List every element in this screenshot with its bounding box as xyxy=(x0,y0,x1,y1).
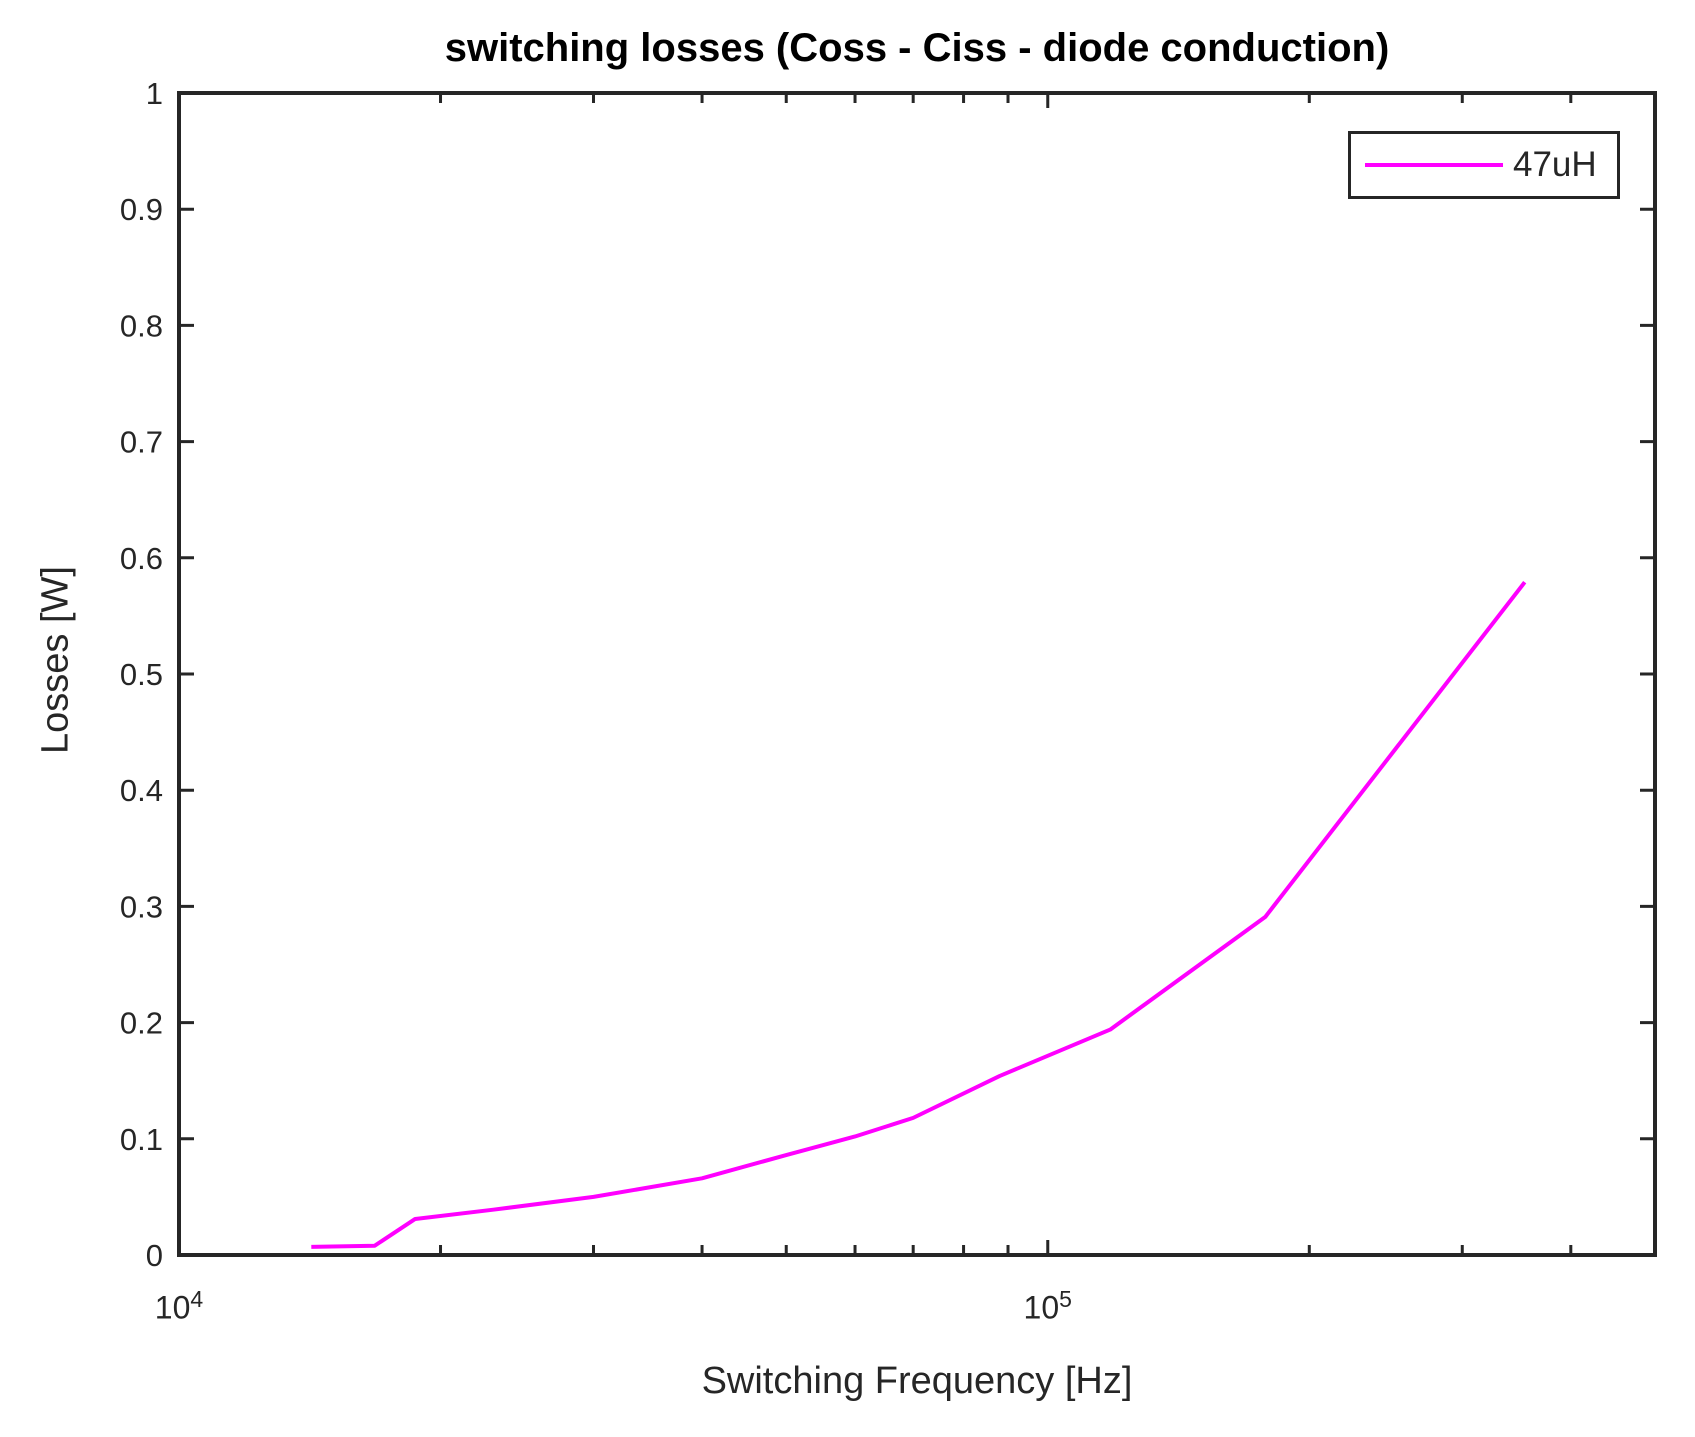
series-line-47uH xyxy=(311,580,1527,1249)
y-tick-label: 0.3 xyxy=(120,889,163,924)
x-axis-label: Switching Frequency [Hz] xyxy=(701,1360,1133,1402)
tick-marks xyxy=(177,91,1655,1257)
y-tick-label: 0.2 xyxy=(120,1006,163,1041)
y-tick-label: 0.9 xyxy=(120,192,163,227)
y-tick-label: 0.7 xyxy=(120,425,163,460)
y-tick-label: 1 xyxy=(146,76,163,111)
y-tick-label: 0.5 xyxy=(120,657,163,692)
y-tick-label: 0.8 xyxy=(120,308,163,343)
x-tick-label: 105 xyxy=(1023,1286,1072,1326)
y-tick-label: 0.1 xyxy=(120,1122,163,1157)
legend: 47uH xyxy=(1348,131,1620,199)
y-tick-label: 0.4 xyxy=(120,773,163,808)
x-tick-label: 104 xyxy=(154,1286,204,1326)
axes-box xyxy=(177,91,1657,1257)
y-tick-label: 0.6 xyxy=(120,541,163,576)
chart-title: switching losses (Coss - Ciss - diode co… xyxy=(444,26,1390,70)
y-tick-label: 0 xyxy=(146,1238,163,1273)
legend-label: 47uH xyxy=(1513,145,1597,184)
legend-line-sample xyxy=(1365,163,1503,167)
